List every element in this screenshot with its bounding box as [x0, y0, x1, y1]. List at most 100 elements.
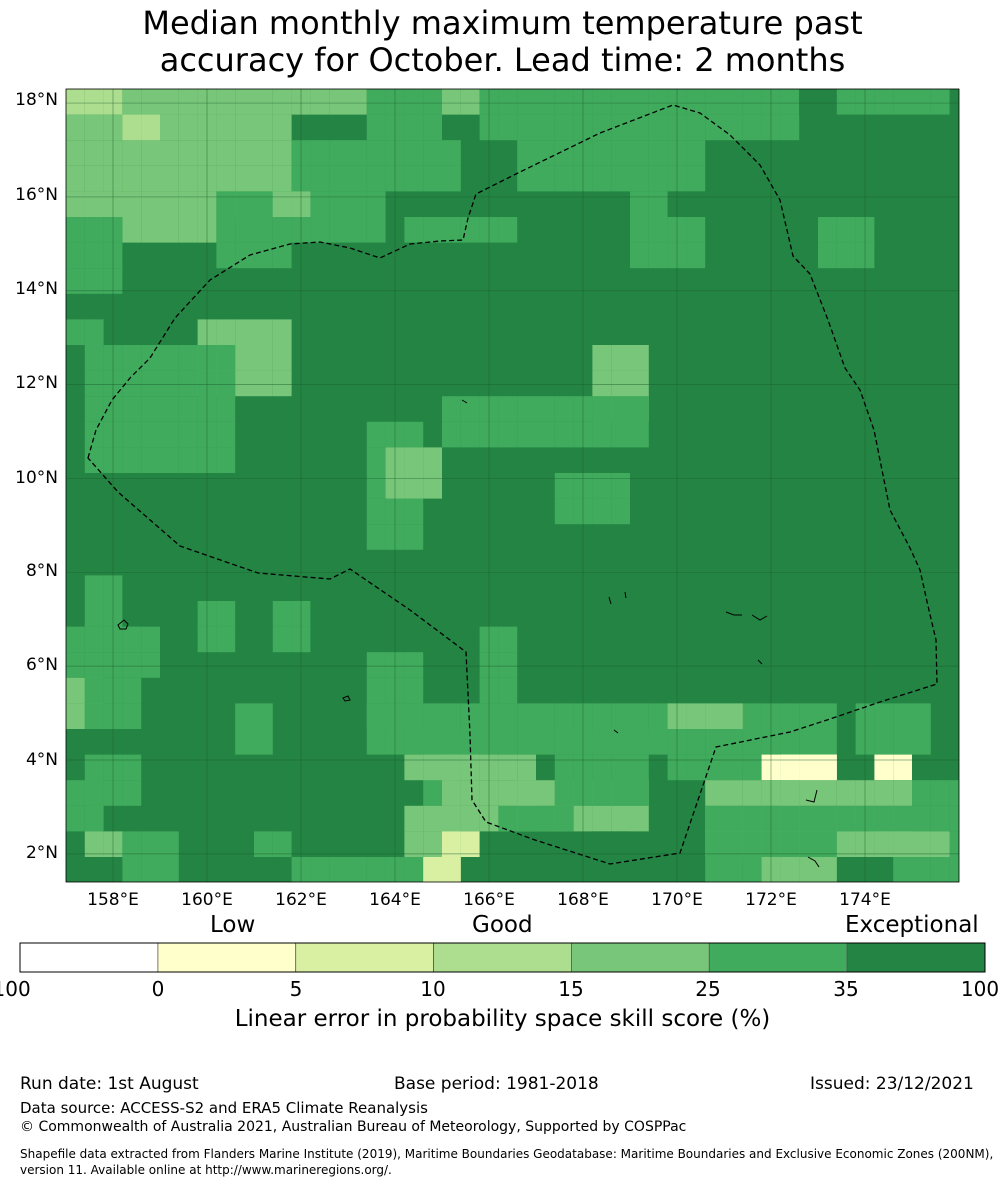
map-cell: [216, 345, 236, 371]
map-cell: [423, 140, 442, 166]
map-cell: [122, 140, 142, 166]
colorbar-segment: [433, 942, 572, 973]
map-cell: [366, 421, 386, 448]
map-cell: [366, 857, 386, 882]
map-cell: [893, 703, 912, 729]
map-cell: [799, 780, 818, 806]
map-cell: [630, 370, 649, 397]
copyright: © Commonwealth of Australia 2021, Austra…: [20, 1119, 687, 1135]
map-cell: [536, 703, 555, 729]
map-cell: [160, 140, 179, 166]
map-cell: [122, 345, 142, 371]
map-cell: [554, 421, 574, 448]
map-cell: [178, 217, 198, 243]
map-grid-cells: [66, 89, 959, 882]
map-cell: [404, 217, 424, 243]
map-cell: [705, 831, 724, 857]
map-cell: [630, 780, 649, 806]
legend-label-good: Good: [472, 912, 533, 938]
map-cell: [404, 165, 424, 192]
map-cell: [705, 191, 724, 217]
map-cell: [799, 89, 818, 115]
map-cell: [686, 114, 706, 141]
map-cell: [329, 140, 348, 166]
map-cell: [84, 191, 104, 217]
map-cell: [66, 780, 85, 806]
map-cell: [630, 345, 649, 371]
map-cell: [84, 601, 104, 627]
map-cell: [84, 242, 104, 269]
map-cell: [686, 703, 706, 729]
map-cell: [592, 754, 612, 781]
colorbar-segment: [295, 942, 435, 973]
map-cell: [216, 370, 236, 397]
map-cell: [893, 857, 912, 882]
map-cell: [141, 370, 160, 397]
map-cell: [442, 754, 461, 781]
chart-title-line-1: Median monthly maximum temperature past: [142, 4, 863, 42]
map-cell: [254, 165, 273, 192]
map-cell: [592, 89, 612, 115]
map-cell: [460, 89, 480, 115]
map-cell: [836, 217, 856, 243]
map-cell: [517, 421, 536, 448]
map-cell: [329, 89, 348, 115]
map-cell: [517, 754, 536, 781]
map-cell: [912, 703, 931, 729]
map-cell: [554, 754, 574, 781]
map-cell: [874, 754, 894, 781]
map-cell: [254, 703, 273, 729]
map-cell: [366, 703, 386, 729]
lat-label-4n: 4°N: [25, 750, 58, 770]
map-cell: [498, 677, 518, 704]
map-cell: [348, 140, 367, 166]
map-cell: [141, 140, 160, 166]
map-cell: [799, 805, 818, 832]
map-cell: [272, 217, 292, 243]
map-cell: [178, 140, 198, 166]
map-cell: [630, 396, 649, 422]
map-cell: [272, 140, 292, 166]
map-cell: [893, 805, 912, 832]
map-cell: [66, 114, 85, 141]
map-cell: [160, 345, 179, 371]
map-cell: [686, 89, 706, 115]
map-cell: [235, 242, 254, 269]
map-cell: [893, 729, 912, 755]
map-cell: [630, 242, 649, 269]
map-cell: [799, 703, 818, 729]
map-cell: [724, 89, 743, 115]
map-cell: [84, 780, 104, 806]
map-cell: [874, 89, 894, 115]
map-cell: [160, 831, 179, 857]
shapefile-credit-line-1: Shapefile data extracted from Flanders M…: [20, 1147, 994, 1161]
map-cell: [648, 729, 668, 755]
map-cell: [705, 89, 724, 115]
issued-date: Issued: 23/12/2021: [810, 1074, 974, 1094]
map-cell: [724, 191, 743, 217]
map-cell: [498, 626, 518, 653]
map-cell: [66, 217, 85, 243]
map-cell: [517, 703, 536, 729]
islands: [117, 399, 820, 868]
map-cell: [742, 805, 762, 832]
map-cell: [630, 114, 649, 141]
lon-label-168e: 168°E: [557, 890, 609, 910]
map-cell: [874, 780, 894, 806]
map-cell: [310, 89, 330, 115]
map-cell: [517, 805, 536, 832]
map-cell: [141, 191, 160, 217]
map-cell: [254, 319, 273, 345]
map-cell: [122, 421, 142, 448]
map-cell: [254, 140, 273, 166]
map-cell: [742, 754, 762, 781]
map-cell: [160, 89, 179, 115]
lat-label-10n: 10°N: [15, 468, 58, 488]
map-cell: [554, 780, 574, 806]
map-cell: [122, 652, 142, 678]
map-cell: [66, 626, 85, 653]
map-cell: [460, 805, 480, 832]
colorbar-segment: [19, 942, 159, 973]
map-cell: [310, 165, 330, 192]
map-cell: [554, 703, 574, 729]
